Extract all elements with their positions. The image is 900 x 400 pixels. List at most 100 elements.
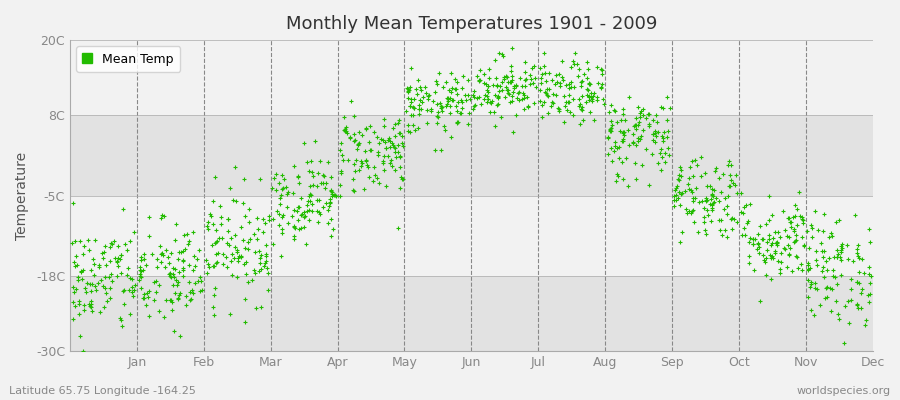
Point xyxy=(773,250,788,256)
Point xyxy=(583,81,598,87)
Point xyxy=(673,202,688,208)
Point xyxy=(114,323,129,330)
Point xyxy=(678,187,692,194)
Point xyxy=(470,73,484,79)
Point xyxy=(850,279,864,286)
Point xyxy=(616,130,630,136)
Point xyxy=(138,295,152,301)
Point xyxy=(407,96,421,102)
Point xyxy=(617,117,632,123)
Point xyxy=(82,301,96,308)
Point xyxy=(212,203,227,210)
Point xyxy=(558,103,572,110)
Point xyxy=(551,105,565,111)
Point xyxy=(515,82,529,89)
Point xyxy=(441,98,455,104)
Point xyxy=(762,232,777,238)
Point xyxy=(97,242,112,249)
Point xyxy=(796,216,811,223)
Point xyxy=(73,238,87,245)
Point xyxy=(74,269,88,276)
Point xyxy=(122,238,137,244)
Point xyxy=(442,87,456,94)
Point xyxy=(302,207,317,213)
Point xyxy=(149,264,164,271)
Point xyxy=(147,279,161,286)
Point xyxy=(96,249,111,256)
Point xyxy=(658,159,672,166)
Point xyxy=(574,107,589,114)
Point xyxy=(616,159,630,165)
Point xyxy=(435,108,449,114)
Point xyxy=(778,227,792,234)
Point xyxy=(363,147,377,153)
Point xyxy=(491,101,506,107)
Point xyxy=(634,107,649,114)
Point xyxy=(773,259,788,265)
Point xyxy=(156,252,170,258)
Point xyxy=(87,237,102,244)
Point xyxy=(766,255,780,261)
Point xyxy=(92,261,106,268)
Point xyxy=(804,281,818,287)
Point xyxy=(489,75,503,81)
Point xyxy=(273,195,287,202)
Point xyxy=(782,215,796,222)
Point xyxy=(488,123,502,129)
Point xyxy=(207,285,221,291)
Point xyxy=(533,65,547,71)
Point xyxy=(566,96,580,102)
Point xyxy=(482,82,496,89)
Point xyxy=(237,261,251,267)
Point xyxy=(326,226,340,233)
Point xyxy=(525,64,539,71)
Point xyxy=(356,186,371,192)
Point xyxy=(825,267,840,273)
Point xyxy=(113,317,128,323)
Point xyxy=(689,162,704,168)
Point xyxy=(472,94,486,100)
Point xyxy=(392,153,407,159)
Point xyxy=(400,108,414,114)
Point xyxy=(629,122,643,128)
Point xyxy=(850,246,864,253)
Point xyxy=(321,220,336,226)
Point xyxy=(819,258,833,264)
Point xyxy=(112,315,127,321)
Point xyxy=(746,236,760,242)
Point xyxy=(577,71,591,78)
Point xyxy=(671,172,686,178)
Point xyxy=(752,223,767,229)
Point xyxy=(336,157,350,163)
Point xyxy=(804,307,818,313)
Point xyxy=(552,71,566,77)
Point xyxy=(454,97,468,103)
Point xyxy=(291,217,305,223)
Point xyxy=(580,58,594,65)
Point xyxy=(269,170,284,177)
Point xyxy=(662,105,677,111)
Point xyxy=(166,282,180,288)
Point xyxy=(701,212,716,218)
Point xyxy=(585,97,599,104)
Point xyxy=(864,272,878,279)
Point xyxy=(238,176,252,182)
Point xyxy=(176,267,190,273)
Point xyxy=(201,218,215,225)
Point xyxy=(482,74,497,81)
Point xyxy=(141,288,156,294)
Point xyxy=(612,144,626,150)
Point xyxy=(626,139,640,146)
Point xyxy=(467,102,482,109)
Point xyxy=(655,154,670,160)
Point xyxy=(320,207,335,214)
Point xyxy=(510,95,525,101)
Point xyxy=(771,229,786,235)
Point xyxy=(703,200,717,207)
Point xyxy=(815,228,830,234)
Point xyxy=(302,193,316,200)
Point xyxy=(448,86,463,92)
Point xyxy=(334,140,348,146)
Point xyxy=(472,76,487,83)
Point xyxy=(333,193,347,200)
